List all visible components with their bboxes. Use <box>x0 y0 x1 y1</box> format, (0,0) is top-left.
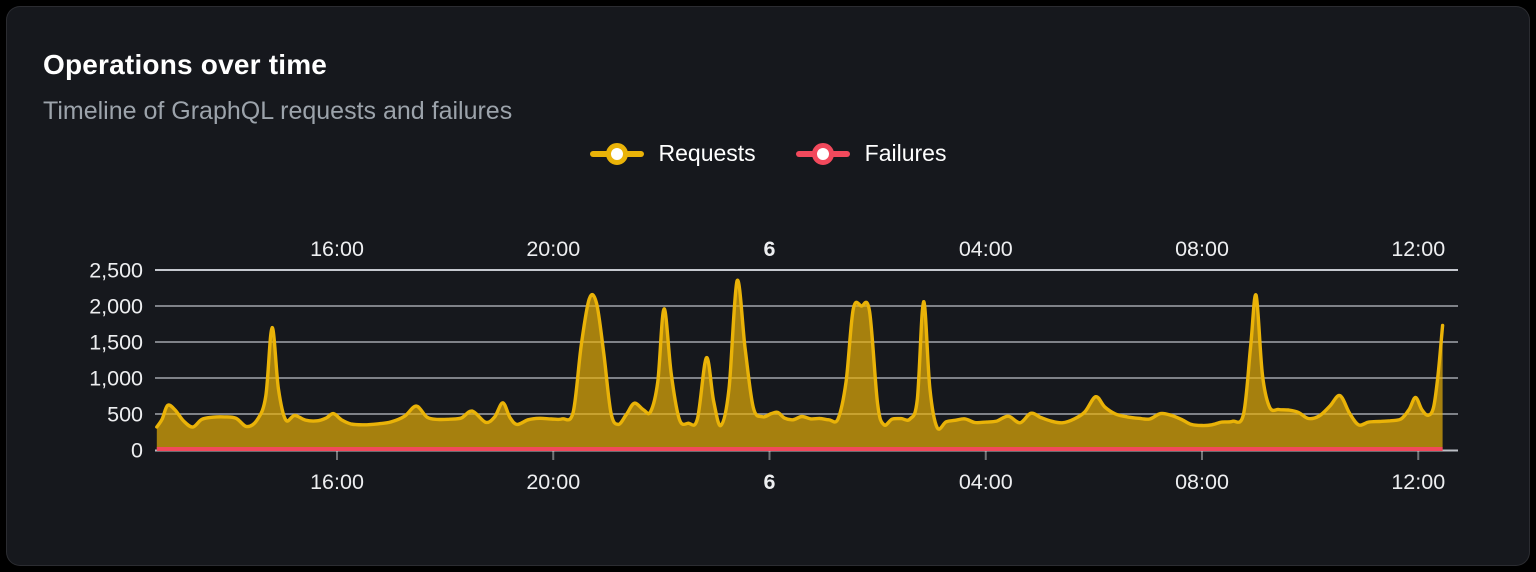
x-tick-label-top: 04:00 <box>959 237 1013 261</box>
x-tick-label-top: 12:00 <box>1391 237 1445 261</box>
y-tick-label: 2,500 <box>89 259 143 283</box>
x-tick-label-top: 6 <box>764 237 776 261</box>
x-tick-label-top: 20:00 <box>526 237 580 261</box>
y-tick-label: 500 <box>107 403 143 427</box>
x-tick-label-bottom: 12:00 <box>1391 470 1445 494</box>
x-tick-label-bottom: 16:00 <box>310 470 364 494</box>
page-subtitle: Timeline of GraphQL requests and failure… <box>43 97 513 125</box>
legend-item-requests[interactable]: Requests <box>589 140 756 167</box>
legend-label-failures: Failures <box>864 140 947 166</box>
x-tick-label-bottom: 6 <box>764 470 776 494</box>
y-tick-label: 1,000 <box>89 367 143 391</box>
requests-series-marker-icon <box>589 142 644 165</box>
legend-label-requests: Requests <box>658 140 756 166</box>
y-tick-label: 1,500 <box>89 331 143 355</box>
legend: Requests Failures <box>7 140 1529 167</box>
x-tick-label-bottom: 04:00 <box>959 470 1013 494</box>
x-tick-label-top: 16:00 <box>310 237 364 261</box>
y-tick-label: 2,000 <box>89 295 143 319</box>
page-title: Operations over time <box>43 49 328 80</box>
x-tick-label-bottom: 20:00 <box>526 470 580 494</box>
requests-area <box>156 280 1443 450</box>
x-tick-label-bottom: 08:00 <box>1175 470 1229 494</box>
failures-dot-icon <box>811 142 834 165</box>
x-tick-label-top: 08:00 <box>1175 237 1229 261</box>
requests-dot-icon <box>605 142 628 165</box>
y-tick-label: 0 <box>131 439 143 463</box>
chart-panel: Operations over time Timeline of GraphQL… <box>6 6 1530 566</box>
failures-series-marker-icon <box>795 142 850 165</box>
requests-line <box>155 278 1445 431</box>
legend-item-failures[interactable]: Failures <box>795 140 947 167</box>
